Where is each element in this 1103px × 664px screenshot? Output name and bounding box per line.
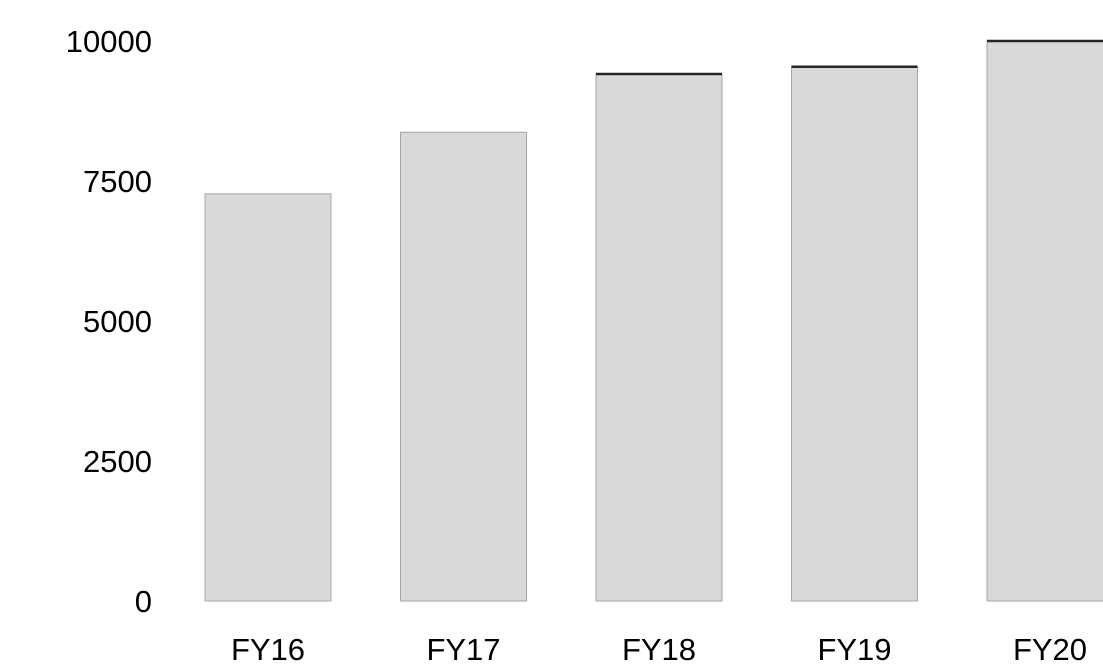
bar — [204, 193, 332, 602]
bar — [400, 131, 527, 602]
y-tick-label: 7500 — [83, 164, 152, 199]
x-tick-label: FY19 — [817, 632, 891, 664]
bar — [595, 73, 723, 602]
x-tick-label: FY16 — [231, 632, 305, 664]
bar — [986, 40, 1103, 602]
x-tick-label: FY18 — [622, 632, 696, 664]
bar — [791, 66, 918, 602]
y-tick-label: 10000 — [66, 24, 152, 59]
y-tick-label: 2500 — [83, 444, 152, 479]
x-tick-label: FY17 — [426, 632, 500, 664]
x-axis-ticks: FY16 FY17 FY18 FY19 FY20 — [231, 632, 1087, 664]
y-tick-label: 5000 — [83, 304, 152, 339]
x-tick-label: FY20 — [1013, 632, 1087, 664]
bar-series — [204, 39, 1103, 602]
y-axis-ticks: 0 2500 5000 7500 10000 — [66, 24, 152, 619]
y-tick-label: 0 — [135, 584, 152, 619]
